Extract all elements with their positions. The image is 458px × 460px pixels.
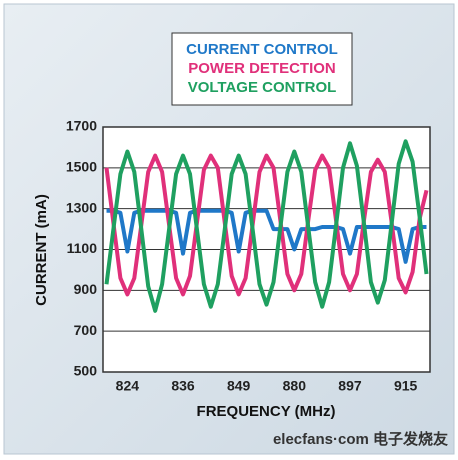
y-axis-label: CURRENT (mA) [33,194,50,306]
y-tick-label: 500 [74,363,98,379]
watermark: elecfans·com 电子发烧友 [273,430,448,448]
y-tick-label: 1500 [66,159,97,175]
y-tick-label: 1300 [66,199,97,215]
legend-box [171,32,353,106]
series-line [104,139,429,313]
legend-label: VOLTAGE CONTROL [188,79,337,96]
x-tick-label: 849 [227,378,251,394]
x-tick-label: 880 [283,378,307,394]
series-line [104,153,429,297]
x-tick-label: 897 [338,378,362,394]
y-tick-label: 1100 [67,240,98,256]
x-tick-label: 824 [116,378,140,394]
y-tick-label: 900 [74,281,98,297]
y-tick-label: 700 [74,322,98,338]
x-axis-label: FREQUENCY (MHz) [197,403,336,420]
x-tick-label: 836 [171,378,195,394]
legend-label: CURRENT CONTROL [186,41,338,58]
legend-label: POWER DETECTION [188,60,336,77]
x-tick-label: 915 [394,378,418,394]
y-tick-label: 1700 [66,118,97,134]
series-line [106,208,427,264]
